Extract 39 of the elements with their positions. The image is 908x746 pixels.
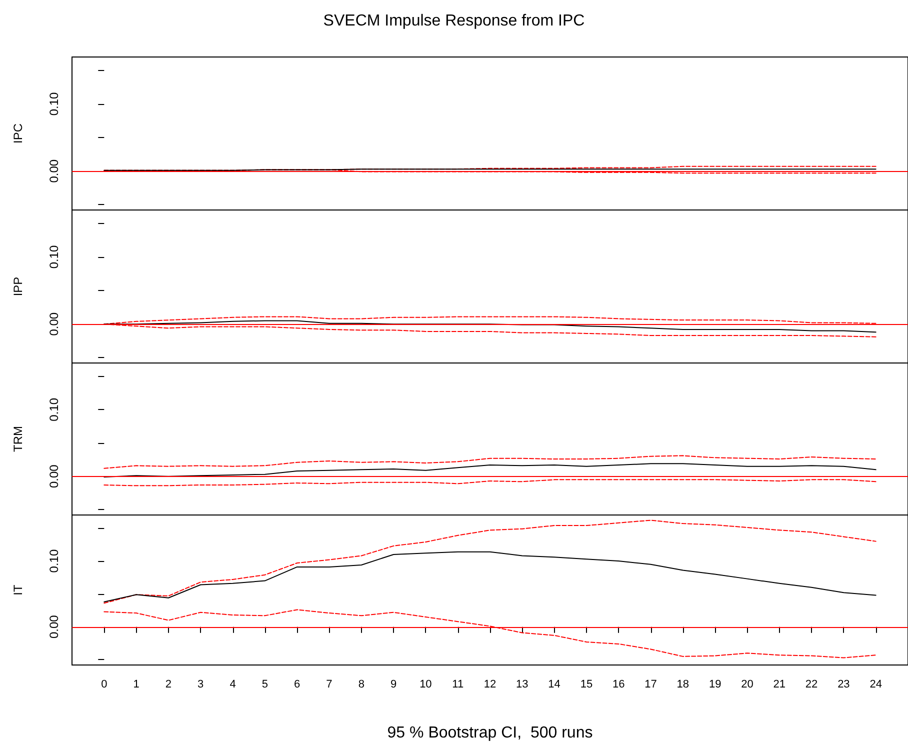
y-tick-label: 0.00 [47,159,61,183]
chart-title: SVECM Impulse Response from IPC [323,12,585,30]
x-tick-label: 5 [262,678,268,690]
x-tick-label: 17 [644,678,657,690]
x-tick-label: 6 [294,678,300,690]
x-tick-label: 13 [516,678,528,690]
x-tick-label: 22 [805,678,818,690]
x-tick-label: 20 [741,678,754,690]
y-axis-title: IPC [11,123,25,144]
y-tick-label: 0.00 [47,614,61,639]
x-axis-title: 95 % Bootstrap CI, 500 runs [387,724,593,742]
x-tick-label: 8 [358,678,364,690]
y-axis-title: IPP [11,276,25,296]
y-axis-title: IT [11,584,25,596]
x-tick-label: 24 [870,678,882,690]
y-tick-label: 0.10 [47,398,61,422]
y-tick-label: 0.10 [47,244,61,269]
x-tick-label: 19 [708,678,722,690]
x-tick-label: 0 [101,678,108,690]
x-tick-label: 16 [612,678,625,690]
y-tick-label: 0.10 [47,549,61,573]
x-tick-label: 14 [548,678,560,690]
y-tick-label: 0.00 [47,312,61,336]
y-tick-label: 0.10 [47,92,61,116]
x-tick-label: 3 [198,678,204,690]
x-tick-label: 7 [326,678,332,690]
x-tick-label: 21 [773,678,786,690]
x-tick-label: 11 [452,678,464,690]
x-tick-label: 2 [165,678,172,690]
x-tick-label: 1 [133,678,140,690]
x-tick-label: 9 [390,678,397,690]
x-tick-label: 10 [420,678,432,690]
x-tick-label: 4 [230,678,236,690]
x-tick-label: 12 [484,678,496,690]
x-tick-label: 15 [580,678,593,690]
y-tick-label: 0.00 [47,464,61,488]
y-axis-title: TRM [11,426,25,452]
x-tick-label: 23 [838,678,850,690]
x-tick-label: 18 [676,678,690,690]
